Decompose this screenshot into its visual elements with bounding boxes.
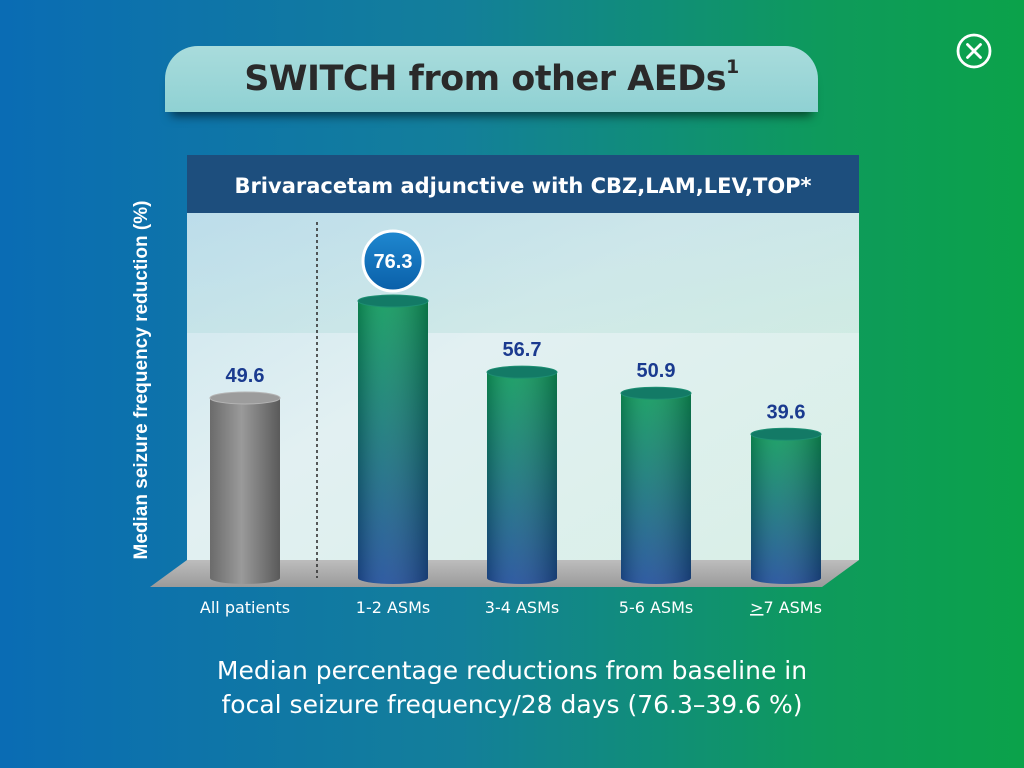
plot-area-shading: [187, 213, 859, 333]
chart-title: Brivaracetam adjunctive with CBZ,LAM,LEV…: [234, 174, 811, 198]
title-banner: SWITCH from other AEDs1: [165, 46, 818, 112]
value-label: 50.9: [637, 360, 676, 382]
value-label-highlighted: 76.3: [374, 251, 413, 273]
bar-shading: [358, 301, 428, 584]
value-label: 56.7: [503, 339, 542, 361]
footnote-line-2: focal seizure frequency/28 days (76.3–39…: [221, 690, 803, 719]
bar-2: [357, 294, 429, 584]
category-label: 3-4 ASMs: [485, 598, 559, 617]
title-superscript: 1: [726, 56, 739, 79]
page-title: SWITCH from other AEDs1: [244, 56, 739, 99]
bar-top: [750, 427, 822, 441]
category-label: >7 ASMs: [750, 598, 822, 617]
bar-shading: [487, 372, 557, 584]
chart-title-bar: [187, 155, 859, 213]
bar-body: [210, 397, 280, 584]
close-circle-icon[interactable]: [956, 33, 992, 69]
value-badge: [361, 229, 425, 293]
category-label: 1-2 ASMs: [356, 598, 430, 617]
bar-top: [486, 365, 558, 379]
value-label: 39.6: [767, 401, 806, 423]
bar-top: [357, 294, 429, 308]
footnote-line-1: Median percentage reductions from baseli…: [216, 656, 808, 685]
bar-4: [620, 386, 692, 584]
bar-top: [620, 386, 692, 400]
bar-shading: [751, 434, 821, 584]
bar-3: [486, 365, 558, 584]
bar-5: [750, 427, 822, 584]
bar-1: [209, 391, 281, 584]
category-label: 5-6 ASMs: [619, 598, 693, 617]
bar-shading: [621, 393, 691, 584]
category-label: All patients: [200, 598, 290, 617]
bar-top: [209, 391, 281, 405]
value-label: 49.6: [226, 365, 265, 387]
